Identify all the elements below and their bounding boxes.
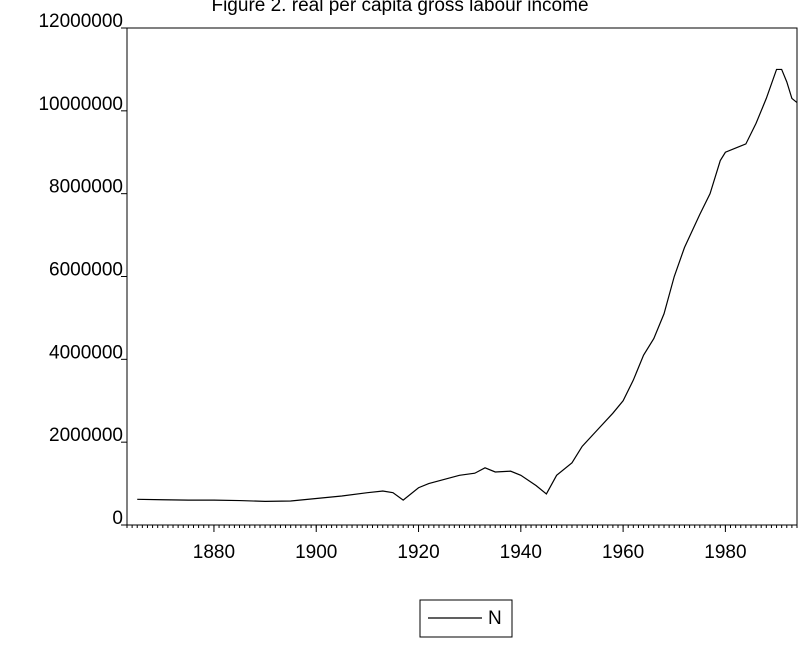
y-tick-label: 8000000 xyxy=(49,177,123,198)
y-tick-label: 0 xyxy=(112,508,123,529)
y-tick-label: 6000000 xyxy=(49,260,123,281)
x-tick-label: 1940 xyxy=(500,542,542,563)
x-tick-label: 1900 xyxy=(295,542,337,563)
x-tick-label: 1980 xyxy=(704,542,746,563)
x-tick-label: 1880 xyxy=(193,542,235,563)
x-tick-label: 1960 xyxy=(602,542,644,563)
y-tick-label: 2000000 xyxy=(49,425,123,446)
legend-label: N xyxy=(488,608,502,629)
x-tick-label: 1920 xyxy=(397,542,439,563)
chart-title: Figure 2. real per capita gross labour i… xyxy=(211,0,588,16)
line xyxy=(137,68,798,502)
y-tick-label: 4000000 xyxy=(49,342,123,363)
plot-frame xyxy=(126,27,798,526)
y-tick-label: 10000000 xyxy=(38,94,123,115)
y-tick-label: 12000000 xyxy=(38,11,123,32)
